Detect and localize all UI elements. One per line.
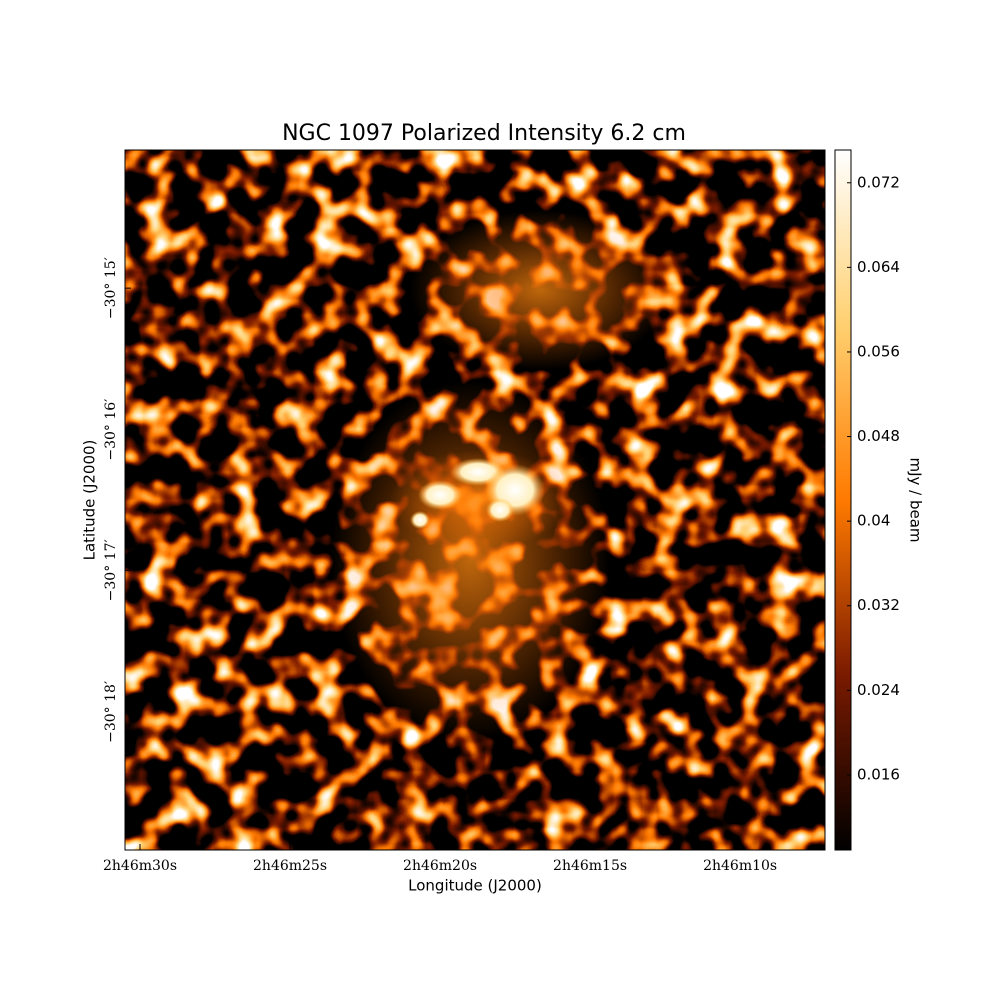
x-tick-label: 2h46m15s	[553, 858, 627, 874]
colorbar-tick-label: 0.032	[857, 596, 900, 614]
y-tick-label: −30° 18′	[103, 681, 119, 743]
chart-title: NGC 1097 Polarized Intensity 6.2 cm	[282, 121, 686, 146]
colorbar	[834, 149, 852, 851]
y-tick-label: −30° 15′	[103, 257, 119, 319]
y-axis-label: Latitude (J2000)	[81, 440, 99, 561]
colorbar-tick-label: 0.04	[857, 512, 890, 530]
plot-frame	[124, 149, 826, 851]
x-tick-label: 2h46m30s	[103, 858, 177, 874]
colorbar-tick-label: 0.048	[857, 427, 900, 445]
colorbar-tick-label: 0.072	[857, 173, 900, 191]
colorbar-label: mJy / beam	[907, 457, 925, 542]
x-tick-label: 2h46m10s	[703, 858, 777, 874]
colorbar-tick-label: 0.064	[857, 258, 900, 276]
image	[125, 150, 825, 850]
x-axis-label: Longitude (J2000)	[408, 877, 542, 895]
y-tick-label: −30° 17′	[103, 539, 119, 601]
colorbar-tick-label: 0.016	[857, 765, 900, 783]
x-tick-label: 2h46m20s	[403, 858, 477, 874]
y-tick-label: −30° 16′	[103, 399, 119, 461]
x-tick-label: 2h46m25s	[253, 858, 327, 874]
colorbar-tick-label: 0.056	[857, 342, 900, 360]
colorbar-tick-label: 0.024	[857, 681, 900, 699]
